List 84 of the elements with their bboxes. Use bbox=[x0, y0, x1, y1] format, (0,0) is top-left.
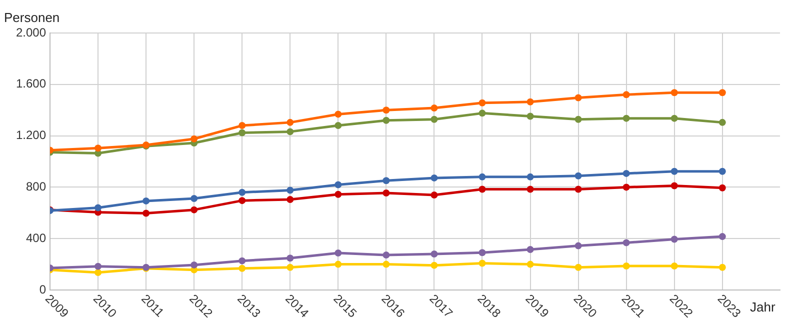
point bbox=[574, 94, 582, 102]
point bbox=[94, 269, 102, 276]
point bbox=[382, 189, 390, 196]
point bbox=[430, 262, 438, 269]
point bbox=[142, 210, 150, 217]
point bbox=[526, 173, 534, 180]
point bbox=[382, 116, 390, 124]
point bbox=[622, 91, 630, 98]
point bbox=[478, 173, 486, 180]
point bbox=[526, 186, 534, 193]
point bbox=[94, 144, 102, 152]
point bbox=[190, 261, 198, 268]
point bbox=[478, 186, 486, 193]
point bbox=[526, 246, 534, 254]
point bbox=[286, 254, 294, 262]
point bbox=[430, 192, 438, 199]
point bbox=[286, 186, 294, 194]
point bbox=[574, 186, 582, 193]
point bbox=[526, 112, 534, 120]
point bbox=[238, 188, 246, 196]
point bbox=[526, 260, 534, 268]
point bbox=[238, 197, 246, 204]
point bbox=[622, 170, 630, 177]
point bbox=[430, 174, 438, 182]
point bbox=[574, 242, 582, 250]
point bbox=[574, 172, 582, 180]
point bbox=[430, 116, 438, 123]
point bbox=[382, 106, 390, 114]
point bbox=[622, 239, 630, 246]
point bbox=[718, 264, 726, 271]
point bbox=[94, 204, 102, 212]
point bbox=[718, 184, 726, 192]
point bbox=[670, 168, 678, 175]
y-tick-label: 1.600 bbox=[16, 76, 46, 91]
point bbox=[382, 177, 390, 184]
point bbox=[430, 250, 438, 258]
point bbox=[334, 249, 342, 256]
point bbox=[286, 264, 294, 271]
y-axis-title: Personen bbox=[4, 10, 60, 25]
point bbox=[478, 260, 486, 267]
point bbox=[238, 264, 246, 272]
point bbox=[238, 129, 246, 136]
point bbox=[718, 89, 726, 96]
point bbox=[478, 99, 486, 106]
point bbox=[526, 98, 534, 106]
point bbox=[190, 135, 198, 142]
point bbox=[622, 262, 630, 270]
point bbox=[718, 118, 726, 126]
point bbox=[334, 190, 342, 198]
y-tick-label: 400 bbox=[26, 230, 46, 245]
point bbox=[334, 260, 342, 268]
point bbox=[382, 260, 390, 268]
point bbox=[718, 233, 726, 240]
point bbox=[286, 118, 294, 126]
point bbox=[190, 206, 198, 214]
y-tick-label: 1.200 bbox=[16, 128, 46, 142]
point bbox=[286, 128, 294, 136]
point bbox=[670, 89, 678, 96]
y-tick-label: 2.000 bbox=[16, 25, 46, 40]
point bbox=[622, 114, 630, 122]
point bbox=[478, 110, 486, 117]
point bbox=[238, 257, 246, 264]
point bbox=[286, 196, 294, 204]
point bbox=[430, 104, 438, 112]
point bbox=[478, 249, 486, 256]
point bbox=[670, 262, 678, 270]
point bbox=[334, 122, 342, 130]
point bbox=[382, 252, 390, 259]
point bbox=[190, 195, 198, 202]
point bbox=[238, 122, 246, 130]
point bbox=[334, 110, 342, 118]
point bbox=[670, 236, 678, 243]
point bbox=[574, 116, 582, 123]
y-tick-label: 0 bbox=[39, 282, 46, 296]
x-axis-title: Jahr bbox=[750, 300, 776, 315]
point bbox=[142, 197, 150, 204]
point bbox=[718, 168, 726, 175]
point bbox=[670, 114, 678, 122]
point bbox=[574, 264, 582, 271]
point bbox=[670, 182, 678, 190]
point bbox=[334, 181, 342, 188]
y-tick-label: 800 bbox=[26, 180, 46, 194]
point bbox=[622, 184, 630, 191]
point bbox=[94, 262, 102, 270]
